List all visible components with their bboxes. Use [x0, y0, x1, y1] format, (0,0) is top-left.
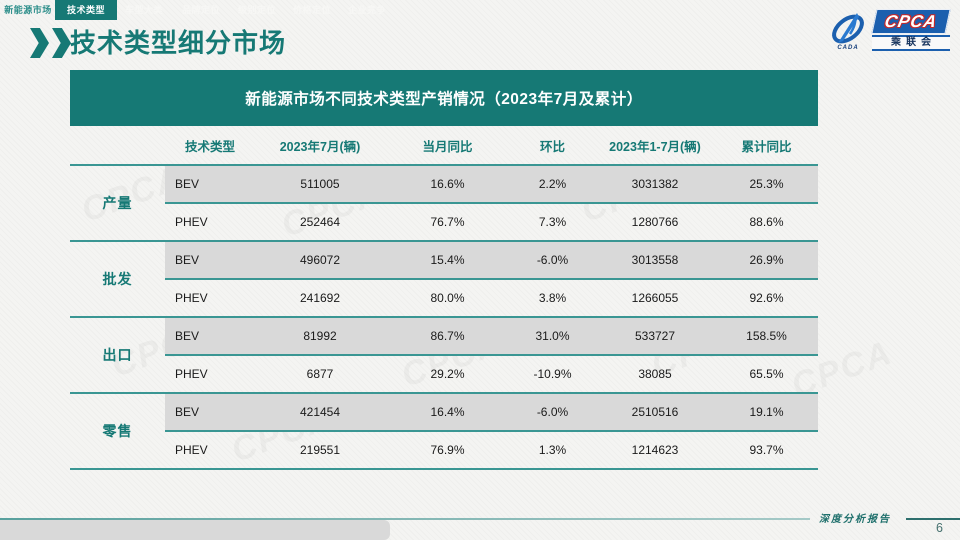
tech-type-cell: PHEV: [165, 356, 255, 394]
cpca-plate: CPCA: [871, 9, 951, 34]
nav-tab-nev-market[interactable]: 新能源市场: [4, 5, 52, 15]
value-cell: 421454: [255, 394, 385, 432]
value-cell: 1214623: [595, 432, 715, 470]
value-cell: -6.0%: [510, 242, 595, 280]
value-cell: -6.0%: [510, 394, 595, 432]
table-title: 新能源市场不同技术类型产销情况（2023年7月及累计）: [245, 91, 643, 108]
cpca-logo: CADA CPCA 乘联会: [827, 9, 951, 51]
value-cell: 2510516: [595, 394, 715, 432]
chevron-icon: [30, 28, 49, 58]
value-cell: 65.5%: [715, 356, 818, 394]
value-cell: 3013558: [595, 242, 715, 280]
page-number: 6: [936, 521, 943, 535]
value-cell: 1280766: [595, 204, 715, 242]
value-cell: 93.7%: [715, 432, 818, 470]
column-header: 2023年7月(辆): [255, 126, 385, 166]
value-cell: 16.6%: [385, 166, 510, 204]
tech-type-cell: BEV: [165, 166, 255, 204]
value-cell: 7.3%: [510, 204, 595, 242]
value-cell: 241692: [255, 280, 385, 318]
value-cell: 496072: [255, 242, 385, 280]
value-cell: 26.9%: [715, 242, 818, 280]
double-chevron-icon: [30, 28, 71, 58]
tech-type-cell: PHEV: [165, 204, 255, 242]
value-cell: 31.0%: [510, 318, 595, 356]
nav-tab-price-positioning[interactable]: 价格定位: [292, 5, 331, 15]
footer-divider-line: [0, 518, 810, 520]
value-cell: 3.8%: [510, 280, 595, 318]
row-group-label: 出口: [70, 318, 165, 394]
value-cell: 3031382: [595, 166, 715, 204]
value-cell: 86.7%: [385, 318, 510, 356]
footer-divider-line-right: [906, 518, 960, 520]
value-cell: 19.1%: [715, 394, 818, 432]
tech-type-cell: BEV: [165, 318, 255, 356]
section-nav-bar: [0, 520, 390, 540]
row-group-label: 产量: [70, 166, 165, 242]
row-group-label: 零售: [70, 394, 165, 470]
nav-tab-enterprise-competition[interactable]: 企业竞争: [347, 5, 386, 15]
logo-sub-text: CADA: [837, 44, 859, 51]
tech-type-cell: BEV: [165, 242, 255, 280]
column-header: 2023年1-7月(辆): [595, 126, 715, 166]
value-cell: 16.4%: [385, 394, 510, 432]
chevron-icon: [52, 28, 71, 58]
nav-tab-model-category[interactable]: 车型大类: [124, 5, 163, 15]
value-cell: 38085: [595, 356, 715, 394]
table-title-banner: 新能源市场不同技术类型产销情况（2023年7月及累计）: [70, 70, 818, 126]
value-cell: 80.0%: [385, 280, 510, 318]
value-cell: 92.6%: [715, 280, 818, 318]
tech-type-cell: PHEV: [165, 432, 255, 470]
nav-tab-tech-type[interactable]: 技术类型: [55, 0, 117, 20]
value-cell: 25.3%: [715, 166, 818, 204]
swoosh-icon: [832, 12, 864, 43]
data-table: 技术类型 2023年7月(辆) 当月同比 环比 2023年1-7月(辆) 累计同…: [70, 126, 818, 470]
cpca-wordmark: CPCA: [882, 11, 940, 31]
value-cell: 76.7%: [385, 204, 510, 242]
tech-type-cell: BEV: [165, 394, 255, 432]
value-cell: 252464: [255, 204, 385, 242]
value-cell: 76.9%: [385, 432, 510, 470]
cpca-chinese-name: 乘联会: [872, 35, 950, 51]
value-cell: 88.6%: [715, 204, 818, 242]
nav-tab-class-positioning[interactable]: 级别定位: [237, 5, 276, 15]
column-header: 技术类型: [165, 126, 255, 166]
column-header: 累计同比: [715, 126, 818, 166]
column-header: 当月同比: [385, 126, 510, 166]
page-title: 技术类型细分市场: [70, 28, 287, 58]
value-cell: 1266055: [595, 280, 715, 318]
nav-tab-brand-positioning[interactable]: 品牌定位: [181, 5, 220, 15]
value-cell: -10.9%: [510, 356, 595, 394]
row-group-label: 批发: [70, 242, 165, 318]
value-cell: 81992: [255, 318, 385, 356]
value-cell: 219551: [255, 432, 385, 470]
value-cell: 2.2%: [510, 166, 595, 204]
column-header: 环比: [510, 126, 595, 166]
value-cell: 29.2%: [385, 356, 510, 394]
value-cell: 533727: [595, 318, 715, 356]
value-cell: 15.4%: [385, 242, 510, 280]
column-header-spacer: [70, 126, 165, 166]
value-cell: 158.5%: [715, 318, 818, 356]
value-cell: 1.3%: [510, 432, 595, 470]
value-cell: 6877: [255, 356, 385, 394]
value-cell: 511005: [255, 166, 385, 204]
footer-report-label: 深度分析报告: [819, 514, 891, 525]
tech-type-cell: PHEV: [165, 280, 255, 318]
